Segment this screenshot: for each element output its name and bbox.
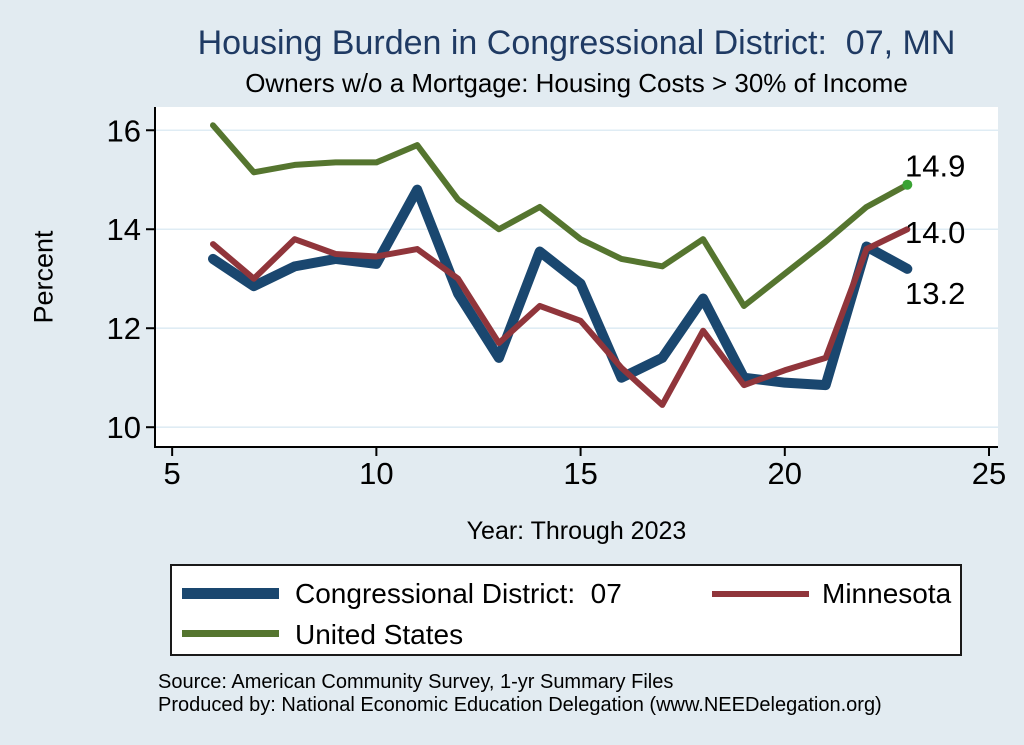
axis-lines <box>154 107 998 448</box>
series-line-united-states <box>209 122 911 309</box>
series-line-congressional-district-07 <box>207 184 913 391</box>
legend-swatch-united-states <box>182 630 279 637</box>
source-note: Source: American Community Survey, 1-yr … <box>158 671 674 693</box>
end-label-congressional-district-07: 13.2 <box>905 276 965 311</box>
y-tick-label-14: 14 <box>107 212 141 247</box>
x-axis-title: Year: Through 2023 <box>466 517 687 545</box>
series-line-minnesota <box>209 226 911 408</box>
produced-by-note: Produced by: National Economic Education… <box>158 694 882 716</box>
legend-label-united-states: United States <box>295 619 464 650</box>
end-marker-dot-united-states <box>902 179 913 190</box>
chart-subtitle: Owners w/o a Mortgage: Housing Costs > 3… <box>245 68 908 98</box>
x-tick-label-25: 25 <box>972 456 1006 491</box>
legend-label-congressional-district-07: Congressional District: 07 <box>295 578 622 609</box>
y-tick-label-10: 10 <box>107 410 141 445</box>
x-tick-label-20: 20 <box>768 456 802 491</box>
legend-swatch-congressional-district-07 <box>182 588 279 599</box>
y-tick-label-16: 16 <box>107 113 141 148</box>
footer-notes: Source: American Community Survey, 1-yr … <box>158 671 882 717</box>
legend: Congressional District: 07 Minnesota Uni… <box>170 564 962 656</box>
y-axis-title: Percent <box>28 230 59 324</box>
x-tick-label-5: 5 <box>164 456 181 491</box>
y-tick-label-12: 12 <box>107 311 141 346</box>
chart-title: Housing Burden in Congressional District… <box>197 24 956 62</box>
x-tick-label-15: 15 <box>563 456 597 491</box>
end-label-minnesota: 14.0 <box>905 215 965 250</box>
x-tick-label-10: 10 <box>359 456 393 491</box>
legend-swatch-minnesota <box>712 591 809 597</box>
line-chart: 16 14 12 10 5 10 15 20 25 13.2 14.0 14.9 <box>107 107 1006 491</box>
end-label-united-states: 14.9 <box>905 149 965 184</box>
legend-label-minnesota: Minnesota <box>822 578 952 609</box>
